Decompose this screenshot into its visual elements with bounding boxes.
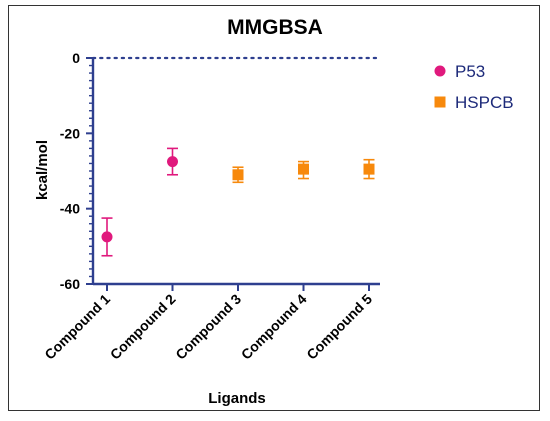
x-tick-label: Compound 5 [303, 291, 375, 363]
legend-label-hspcb: HSPCB [455, 93, 514, 112]
x-tick-label: Compound 3 [172, 291, 244, 363]
x-axis-label: Ligands [208, 390, 266, 407]
y-tick-label: -60 [60, 276, 80, 292]
data-point-p53 [101, 231, 113, 243]
legend-marker-p53 [434, 65, 446, 77]
x-tick-label: Compound 4 [238, 291, 310, 363]
x-tick-label: Compound 1 [41, 291, 113, 363]
chart-frame [8, 5, 540, 411]
chart-title: MMGBSA [227, 16, 323, 39]
x-tick-label: Compound 2 [107, 291, 179, 363]
legend: P53 HSPCB [434, 62, 514, 112]
y-axis-label: kcal/mol [34, 140, 51, 200]
y-tick-label: 0 [72, 50, 80, 66]
y-tick-label: -20 [60, 125, 80, 141]
y-tick-label: -40 [60, 201, 80, 217]
data-point-hspcb [363, 163, 375, 175]
data-point-p53 [167, 156, 178, 168]
data-point-hspcb [232, 169, 244, 181]
legend-marker-hspcb [434, 96, 446, 108]
data-point-hspcb [298, 163, 309, 175]
legend-label-p53: P53 [455, 62, 485, 81]
